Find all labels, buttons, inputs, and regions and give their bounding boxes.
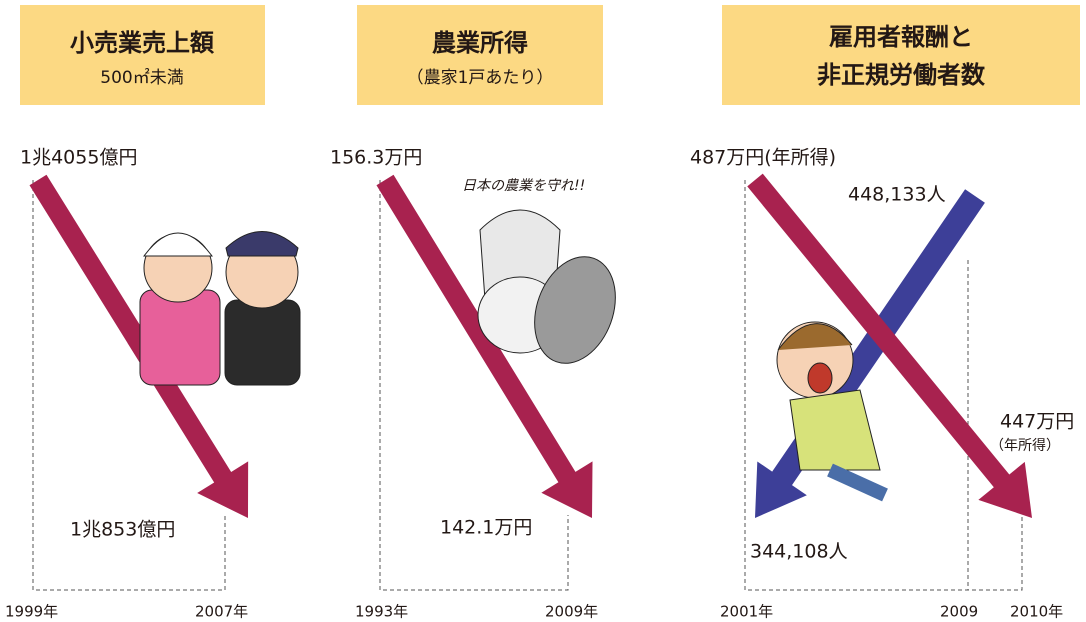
year-label: 2007年: [195, 603, 248, 621]
income-start-label: 487万円(年所得): [690, 147, 836, 169]
infographic: 小売業売上額 500㎡未満 農業所得 （農家1戸あたり） 雇用者報酬と 非正規労…: [0, 0, 1086, 622]
panel-subtitle: （農家1戸あたり）: [407, 68, 554, 88]
illustration-text: 日本の農業を守れ!!: [462, 178, 585, 194]
year-label: 2009年: [545, 603, 598, 621]
year-label: 1993年: [355, 603, 408, 621]
panel-title: 農業所得: [432, 29, 528, 57]
end-value-label: 142.1万円: [440, 517, 532, 539]
year-label: 1999年: [5, 603, 58, 621]
panel-subtitle: 500㎡未満: [100, 68, 183, 88]
shopkeepers-illustration: [140, 232, 300, 386]
year-label: 2001年: [720, 603, 773, 621]
panel-title: 非正規労働者数: [817, 61, 986, 89]
year-label: 2009: [940, 603, 978, 621]
income-end-note: （年所得）: [990, 437, 1060, 454]
start-value-label: 1兆4055億円: [20, 147, 137, 169]
title-box: [722, 5, 1080, 105]
workers-start-label: 344,108人: [750, 541, 848, 563]
panel-title: 小売業売上額: [70, 29, 215, 57]
panel-title: 雇用者報酬と: [829, 23, 973, 51]
end-value-label: 1兆853億円: [70, 519, 175, 541]
year-label: 2010年: [1010, 603, 1063, 621]
income-end-label: 447万円: [1000, 411, 1074, 433]
start-value-label: 156.3万円: [330, 147, 422, 169]
workers-end-label: 448,133人: [848, 184, 946, 206]
